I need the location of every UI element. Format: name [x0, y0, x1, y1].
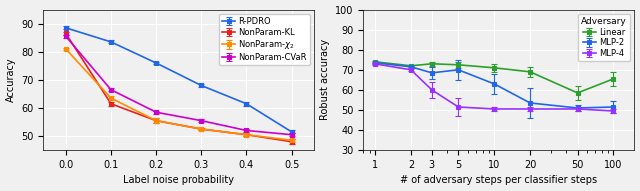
X-axis label: Label noise probability: Label noise probability: [124, 176, 234, 185]
Legend: Linear, MLP-2, MLP-4: Linear, MLP-2, MLP-4: [578, 14, 630, 61]
Legend: R-PDRO, NonParam-KL, NonParam-$\chi_2$, NonParam-CVaR: R-PDRO, NonParam-KL, NonParam-$\chi_2$, …: [219, 14, 310, 65]
X-axis label: # of adversary steps per classifier steps: # of adversary steps per classifier step…: [401, 176, 598, 185]
Y-axis label: Robust accuracy: Robust accuracy: [320, 39, 330, 120]
Y-axis label: Accuracy: Accuracy: [6, 57, 15, 102]
